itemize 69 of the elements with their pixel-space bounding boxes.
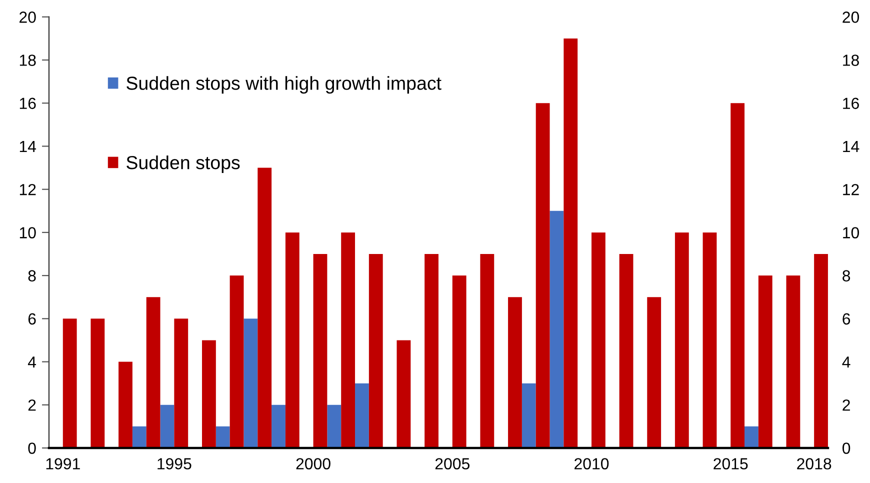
bar	[550, 210, 564, 448]
y-tick-label: 10	[843, 227, 860, 238]
bar	[244, 318, 258, 448]
bar	[132, 426, 146, 448]
bar	[619, 254, 634, 448]
x-tick-label: 1995	[158, 458, 192, 470]
y2-tick-label: 10	[20, 227, 36, 238]
y2-tick-label: 8	[28, 270, 36, 282]
bar	[90, 318, 105, 448]
bar	[341, 232, 356, 448]
bar	[424, 254, 438, 448]
legend-label: Sudden stops with high growth impact	[126, 76, 442, 94]
y-tick-label: 2	[842, 400, 850, 411]
y-tick-label: 14	[843, 141, 860, 152]
bar	[62, 318, 77, 448]
y2-tick-label: 14	[20, 141, 36, 152]
y2-tick-label: 18	[20, 54, 36, 66]
y-tick-label: 6	[842, 313, 850, 325]
y2-tick-label: 12	[20, 184, 36, 196]
y-tick-label: 18	[843, 54, 859, 66]
x-tick-label: 2015	[714, 458, 748, 470]
bar	[730, 103, 745, 448]
bar	[230, 276, 244, 448]
bar	[355, 383, 369, 448]
bar	[202, 340, 216, 448]
y-tick-label: 0	[842, 442, 850, 454]
bar	[786, 276, 800, 448]
bar	[313, 254, 328, 448]
bar	[702, 232, 717, 448]
bar	[536, 103, 550, 448]
y2-tick-label: 4	[28, 356, 36, 368]
y2-tick-label: 6	[28, 313, 36, 325]
bar	[647, 297, 662, 448]
bar	[508, 297, 522, 448]
bar	[368, 254, 383, 448]
y-tick-label: 4	[842, 356, 850, 368]
bar	[272, 404, 286, 448]
y2-tick-label: 16	[20, 98, 36, 110]
bar	[258, 168, 272, 448]
y-tick-label: 12	[843, 184, 859, 196]
y2-tick-label: 20	[20, 12, 36, 23]
bar	[174, 318, 188, 448]
bar	[591, 232, 606, 448]
bar	[744, 426, 758, 448]
bar	[480, 254, 494, 448]
bar	[118, 362, 132, 448]
y-tick-label: 16	[843, 98, 859, 110]
bar	[758, 276, 772, 448]
x-tick-label: 2000	[296, 458, 330, 470]
x-tick-label: 2005	[435, 458, 470, 470]
y2-tick-label: 2	[28, 400, 36, 411]
y-tick-label: 20	[842, 12, 860, 23]
x-tick-label: 2018	[797, 458, 832, 470]
bar	[160, 404, 174, 448]
bar	[814, 254, 828, 448]
bar	[216, 426, 230, 448]
x-tick-label: 2010	[574, 458, 609, 470]
bar	[146, 297, 160, 448]
y-tick-label: 8	[842, 270, 850, 282]
bar	[285, 232, 300, 448]
x-tick-label: 1991	[46, 458, 80, 470]
bar	[674, 232, 689, 448]
bar	[327, 404, 342, 448]
bar	[452, 276, 466, 448]
legend-label: Sudden stops	[126, 155, 240, 173]
y2-tick-label: 0	[28, 442, 36, 454]
bar	[564, 38, 578, 448]
bar	[396, 340, 411, 448]
bar	[522, 383, 536, 448]
